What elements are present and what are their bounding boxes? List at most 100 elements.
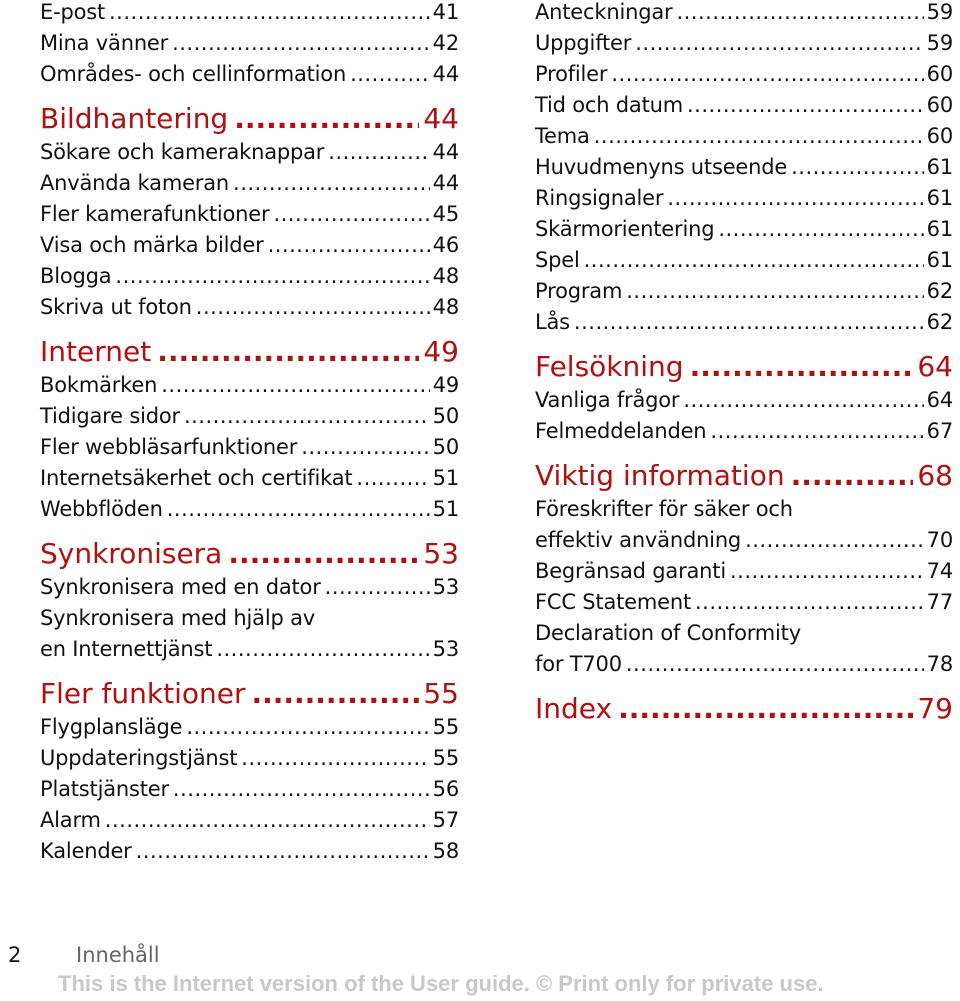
toc-section-heading[interactable]: Internet 49 [40,332,459,372]
toc-leader-dots [301,432,429,463]
toc-page-number: 53 [432,637,460,661]
toc-page-number: 58 [432,839,460,863]
toc-leader-dots [350,59,430,90]
toc-entry[interactable]: Spel 61 [535,245,953,276]
toc-entry[interactable]: Skärmorientering 61 [535,214,953,245]
toc-entry[interactable]: Lås 62 [535,307,953,338]
toc-entry[interactable]: Tid och datum 60 [535,90,953,121]
toc-entry[interactable]: Anteckningar 59 [535,0,953,28]
toc-entry-line[interactable]: Föreskrifter för säker och [535,494,953,525]
toc-page-number: 61 [926,217,954,241]
toc-entry[interactable]: Fler kamerafunktioner 45 [40,199,459,230]
toc-leader-dots [635,28,923,59]
toc-section-heading[interactable]: Viktig information 68 [535,456,953,496]
toc-leader-dots [626,276,923,307]
toc-page-number: 44 [423,102,459,135]
toc-entry[interactable]: Blogga 48 [40,261,459,292]
toc-section-heading[interactable]: Bildhantering 44 [40,99,459,139]
toc-section-heading[interactable]: Index 79 [535,689,953,729]
toc-label: effektiv användning [535,528,742,552]
toc-entry[interactable]: en Internettjänst 53 [40,634,459,665]
toc-leader-dots [676,0,923,28]
toc-entry[interactable]: Program 62 [535,276,953,307]
toc-page-number: 67 [926,419,954,443]
toc-label: Huvudmenyns utseende [535,155,788,179]
toc-entry[interactable]: Felmeddelanden 67 [535,416,953,447]
toc-entry[interactable]: Synkronisera med en dator 53 [40,572,459,603]
toc-entry[interactable]: Bokmärken 49 [40,370,459,401]
toc-entry[interactable]: Flygplansläge 55 [40,712,459,743]
toc-leader-dots [251,674,419,714]
toc-page-number: 55 [432,715,460,739]
toc-entry[interactable]: Alarm 57 [40,805,459,836]
toc-entry[interactable]: Kalender 58 [40,836,459,867]
toc-entry[interactable]: Skriva ut foton 48 [40,292,459,323]
toc-leader-dots [186,712,429,743]
toc-leader-dots [167,494,430,525]
toc-leader-dots [228,534,419,574]
toc-entry[interactable]: Uppdateringstjänst 55 [40,743,459,774]
toc-entry[interactable]: Platstjänster 56 [40,774,459,805]
toc-label: Internet [40,335,152,368]
toc-label: Skärmorientering [535,217,715,241]
toc-entry-line[interactable]: Synkronisera med hjälp av [40,603,459,634]
toc-leader-dots [611,59,923,90]
toc-page-number: 61 [926,155,954,179]
toc-section-heading[interactable]: Fler funktioner 55 [40,674,459,714]
toc-section-heading[interactable]: Felsökning 64 [535,347,953,387]
toc-label: Visa och märka bilder [40,233,264,257]
toc-entry[interactable]: Ringsignaler 61 [535,183,953,214]
toc-page-number: 46 [432,233,460,257]
toc-label: Profiler [535,62,608,86]
toc-entry[interactable]: Mina vänner 42 [40,28,459,59]
toc-entry-line[interactable]: Declaration of Conformity [535,618,953,649]
toc-page-number: 64 [917,350,953,383]
toc-entry[interactable]: Fler webbläsarfunktioner 50 [40,432,459,463]
toc-label: E-post [40,0,105,24]
toc-entry[interactable]: Profiler 60 [535,59,953,90]
toc-page-number: 51 [432,497,460,521]
toc-page-number: 44 [432,140,460,164]
toc-entry[interactable]: Använda kameran 44 [40,168,459,199]
toc-entry[interactable]: Områdes- och cellinformation 44 [40,59,459,90]
toc-leader-dots [161,370,429,401]
toc-page-number: 55 [432,746,460,770]
toc-label: Sökare och kameraknappar [40,140,325,164]
toc-label: Ringsignaler [535,186,664,210]
toc-entry[interactable]: Uppgifter 59 [535,28,953,59]
toc-page-number: 60 [926,93,954,117]
toc-label: Felmeddelanden [535,419,707,443]
toc-page-number: 45 [432,202,460,226]
toc-entry[interactable]: for T700 78 [535,649,953,680]
toc-entry[interactable]: Tidigare sidor 50 [40,401,459,432]
toc-page-number: 50 [432,435,460,459]
toc-entry[interactable]: E-post 41 [40,0,459,28]
toc-entry[interactable]: effektiv användning 70 [535,525,953,556]
toc-label: Felsökning [535,350,684,383]
toc-entry[interactable]: Webbflöden 51 [40,494,459,525]
toc-page-number: 61 [926,248,954,272]
toc-section-heading[interactable]: Synkronisera 53 [40,534,459,574]
toc-entry[interactable]: Internetsäkerhet och certifikat 51 [40,463,459,494]
toc-entry[interactable]: Tema 60 [535,121,953,152]
toc-entry[interactable]: Vanliga frågor 64 [535,385,953,416]
toc-label: Kalender [40,839,132,863]
toc-entry[interactable]: Sökare och kameraknappar 44 [40,137,459,168]
toc-leader-dots [157,332,419,372]
toc-entry[interactable]: Begränsad garanti 74 [535,556,953,587]
toc-label: Platstjänster [40,777,169,801]
toc-leader-dots [683,385,923,416]
toc-label: Bildhantering [40,102,229,135]
toc-entry[interactable]: Visa och märka bilder 46 [40,230,459,261]
toc-label: for T700 [535,652,622,676]
toc-entry[interactable]: FCC Statement 77 [535,587,953,618]
toc-label: Föreskrifter för säker och [535,497,793,521]
toc-page-number: 44 [432,62,460,86]
toc-label: Fler webbläsarfunktioner [40,435,298,459]
toc-page-number: 61 [926,186,954,210]
toc-label: Spel [535,248,580,272]
toc-entry[interactable]: Huvudmenyns utseende 61 [535,152,953,183]
toc-label: Använda kameran [40,171,230,195]
toc-label: Webbflöden [40,497,163,521]
toc-leader-dots [574,307,924,338]
